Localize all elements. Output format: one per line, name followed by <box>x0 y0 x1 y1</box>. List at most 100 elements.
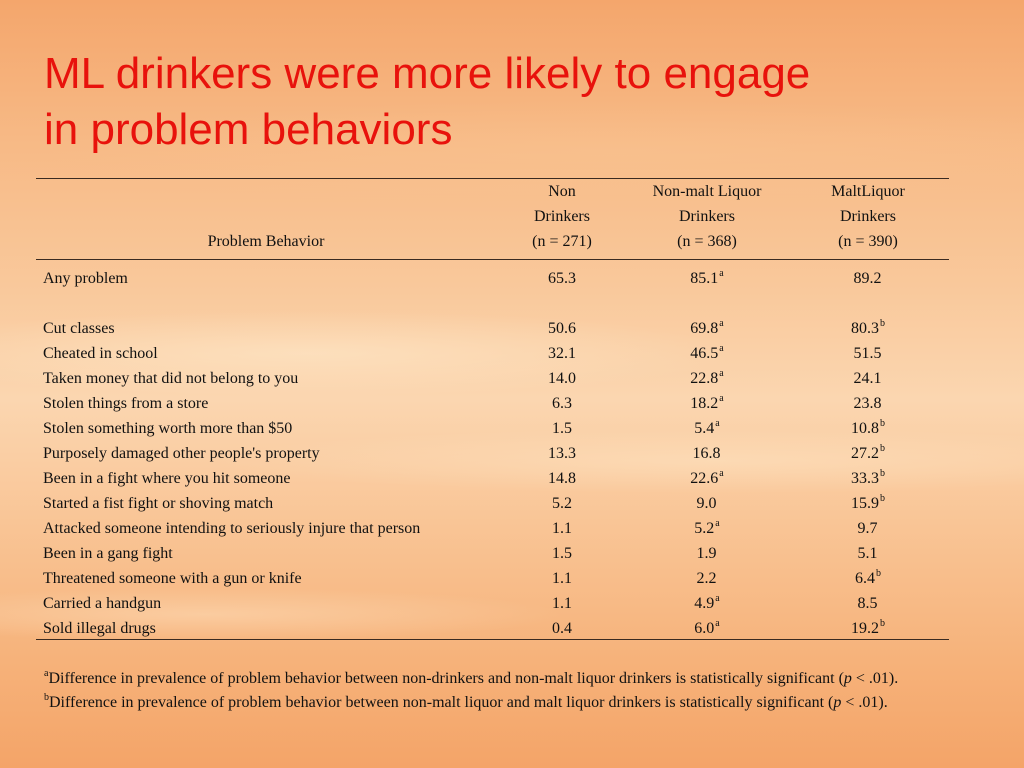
non-malt-value: 2.2 <box>696 570 717 587</box>
table-row: Been in a fight where you hit someone 14.… <box>0 466 1024 491</box>
row-label: Purposely damaged other people's propert… <box>43 445 320 462</box>
header-non-drinkers: Non Drinkers (n = 271) <box>492 179 632 254</box>
non-drinkers-value: 14.0 <box>548 370 576 387</box>
table-row: Stolen something worth more than $50 1.5 5… <box>0 416 1024 441</box>
malt-value: 19.2b <box>851 618 885 638</box>
table-row: Cut classes 50.6 69.8a 80.3b <box>0 316 1024 341</box>
slide-title-line-1: ML drinkers were more likely to engage <box>44 49 811 98</box>
superscript-mark: b <box>880 618 885 629</box>
non-drinkers-value: 1.5 <box>552 545 572 562</box>
superscript-mark: b <box>880 493 885 504</box>
table-row: Any problem 65.3 85.1a 89.2 <box>0 266 1024 291</box>
non-malt-value: 16.8 <box>692 445 721 462</box>
header-non-malt-line-3: (n = 368) <box>677 233 737 250</box>
header-malt-liquor-drinkers: MaltLiquor Drinkers (n = 390) <box>798 179 938 254</box>
table-row: Cheated in school 32.1 46.5a 51.5 <box>0 341 1024 366</box>
row-label: Attacked someone intending to seriously … <box>43 520 421 537</box>
table-row: Stolen things from a store 6.3 18.2a 23.8 <box>0 391 1024 416</box>
row-label: Been in a gang fight <box>43 545 173 562</box>
non-malt-value: 46.5a <box>690 343 724 363</box>
header-bottom-rule <box>36 259 949 260</box>
non-malt-value: 1.9 <box>696 545 717 562</box>
header-malt-line-1: MaltLiquor <box>831 183 905 200</box>
superscript-mark: a <box>719 268 724 279</box>
non-drinkers-value: 1.1 <box>552 595 572 612</box>
table-row: Threatened someone with a gun or knife 1.… <box>0 566 1024 591</box>
non-drinkers-value: 5.2 <box>552 495 572 512</box>
row-label: Threatened someone with a gun or knife <box>43 570 302 587</box>
malt-value: 6.4b <box>855 568 881 588</box>
header-non-drinkers-line-2: Drinkers <box>534 208 590 225</box>
header-malt-line-3: (n = 390) <box>838 233 898 250</box>
superscript-mark: b <box>880 468 885 479</box>
row-label: Stolen things from a store <box>43 395 209 412</box>
non-drinkers-value: 65.3 <box>548 270 576 287</box>
row-label: Carried a handgun <box>43 595 162 612</box>
header-non-drinkers-line-3: (n = 271) <box>532 233 592 250</box>
malt-value: 24.1 <box>853 370 882 387</box>
non-drinkers-value: 14.8 <box>548 470 576 487</box>
row-label: Been in a fight where you hit someone <box>43 470 291 487</box>
slide-title: ML drinkers were more likely to engage i… <box>44 46 984 158</box>
table-top-rule <box>36 178 949 179</box>
non-drinkers-value: 0.4 <box>552 620 572 637</box>
header-malt-line-2: Drinkers <box>840 208 896 225</box>
non-drinkers-value: 1.5 <box>552 420 572 437</box>
non-malt-value: 18.2a <box>690 393 724 413</box>
non-drinkers-value: 1.1 <box>552 570 572 587</box>
table-row: Taken money that did not belong to you 14… <box>0 366 1024 391</box>
superscript-mark: a <box>719 343 724 354</box>
superscript-mark: b <box>880 418 885 429</box>
row-label: Cheated in school <box>43 345 158 362</box>
superscript-mark: a <box>715 618 720 629</box>
header-non-drinkers-line-1: Non <box>548 183 576 200</box>
row-label: Sold illegal drugs <box>43 620 156 637</box>
superscript-mark: a <box>719 368 724 379</box>
header-problem-behavior: Problem Behavior <box>207 233 325 250</box>
table-row: Sold illegal drugs 0.4 6.0a 19.2b <box>0 616 1024 641</box>
superscript-mark: a <box>715 418 720 429</box>
superscript-mark: a <box>719 318 724 329</box>
superscript-mark: a <box>719 393 724 404</box>
footnote-a: aDifference in prevalence of problem beh… <box>44 668 899 688</box>
row-label: Started a fist fight or shoving match <box>43 495 274 512</box>
malt-value: 51.5 <box>853 345 882 362</box>
malt-value: 27.2b <box>851 443 885 463</box>
footnote-b: bDifference in prevalence of problem beh… <box>44 692 888 712</box>
non-malt-value: 5.2a <box>694 518 720 538</box>
superscript-mark: a <box>719 468 724 479</box>
row-label: Cut classes <box>43 320 115 337</box>
malt-value: 23.8 <box>853 395 882 412</box>
non-malt-value: 6.0a <box>694 618 720 638</box>
malt-value: 5.1 <box>857 545 878 562</box>
malt-value: 15.9b <box>851 493 885 513</box>
superscript-mark: a <box>715 518 720 529</box>
malt-value: 89.2 <box>853 270 882 287</box>
footnote-a-mark: a <box>44 668 49 679</box>
table-row: Started a fist fight or shoving match 5.2… <box>0 491 1024 516</box>
non-malt-value: 69.8a <box>690 318 724 338</box>
table-row: Been in a gang fight 1.5 1.9 5.1 <box>0 541 1024 566</box>
non-drinkers-value: 50.6 <box>548 320 576 337</box>
superscript-mark: a <box>715 593 720 604</box>
non-malt-value: 9.0 <box>696 495 717 512</box>
non-malt-value: 22.8a <box>690 368 724 388</box>
table-row: Carried a handgun 1.1 4.9a 8.5 <box>0 591 1024 616</box>
malt-value: 33.3b <box>851 468 885 488</box>
superscript-mark: b <box>880 443 885 454</box>
table-row: Attacked someone intending to seriously … <box>0 516 1024 541</box>
malt-value: 10.8b <box>851 418 885 438</box>
non-drinkers-value: 32.1 <box>548 345 576 362</box>
header-non-malt-liquor-drinkers: Non-malt Liquor Drinkers (n = 368) <box>627 179 787 254</box>
header-non-malt-line-1: Non-malt Liquor <box>652 183 762 200</box>
table-bottom-rule <box>36 639 949 640</box>
non-drinkers-value: 6.3 <box>552 395 572 412</box>
non-malt-value: 5.4a <box>694 418 720 438</box>
non-malt-value: 22.6a <box>690 468 724 488</box>
malt-value: 80.3b <box>851 318 885 338</box>
non-malt-value: 4.9a <box>694 593 720 613</box>
superscript-mark: b <box>880 318 885 329</box>
non-drinkers-value: 13.3 <box>548 445 576 462</box>
non-malt-value: 85.1a <box>690 268 724 288</box>
footnote-b-mark: b <box>44 692 49 703</box>
